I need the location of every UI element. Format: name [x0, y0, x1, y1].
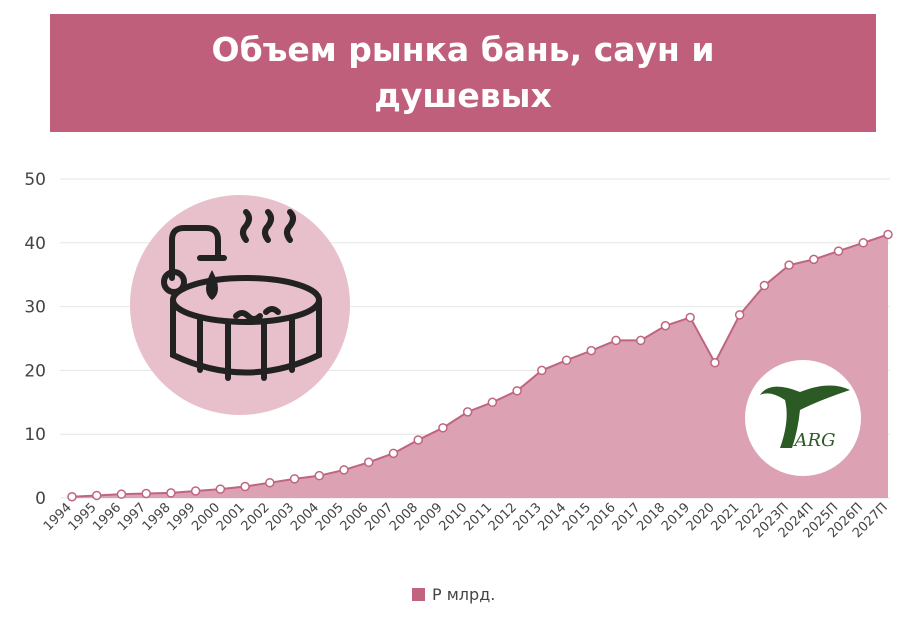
- marker: [858, 238, 869, 248]
- marker: [240, 481, 250, 492]
- marker: [265, 477, 275, 488]
- line: [71, 233, 889, 498]
- chart-title: Объем рынка бань, саун и душевых: [211, 30, 715, 115]
- marker: [487, 397, 498, 408]
- legend-label: Р млрд.: [432, 585, 495, 604]
- y-tick-label: 0: [35, 489, 46, 509]
- marker: [91, 490, 102, 501]
- logo-text: ARG: [793, 430, 836, 451]
- marker: [413, 435, 423, 445]
- bath-icon: [130, 195, 350, 415]
- marker: [586, 345, 597, 356]
- marker: [67, 491, 77, 502]
- marker: [685, 312, 695, 323]
- marker: [116, 489, 127, 499]
- marker: [759, 280, 770, 291]
- y-tick-label: 10: [24, 425, 46, 445]
- marker: [289, 474, 300, 484]
- marker: [809, 254, 819, 265]
- marker: [339, 465, 349, 475]
- marker: [734, 310, 745, 320]
- y-tick-label: 40: [24, 234, 46, 254]
- legend-swatch: [412, 588, 425, 601]
- marker: [190, 486, 201, 496]
- marker: [635, 335, 646, 346]
- marker: [314, 470, 325, 481]
- marker: [611, 335, 621, 346]
- title-banner: Объем рынка бань, саун и душевых: [50, 14, 876, 132]
- marker: [141, 488, 151, 499]
- marker: [833, 246, 844, 256]
- marker: [512, 386, 522, 396]
- marker: [660, 320, 671, 331]
- y-tick-label: 30: [24, 298, 46, 318]
- y-tick-label: 50: [24, 170, 46, 190]
- marker: [561, 355, 572, 365]
- marker: [438, 423, 448, 433]
- marker: [537, 365, 547, 376]
- marker: [215, 484, 226, 494]
- marker: [388, 448, 399, 459]
- marker: [883, 229, 893, 240]
- marker: [784, 260, 794, 270]
- marker: [363, 457, 374, 468]
- marker: [166, 488, 176, 498]
- marker: [710, 357, 720, 368]
- marker: [462, 407, 473, 417]
- area: [72, 234, 888, 499]
- logo: ARG: [745, 360, 861, 476]
- y-tick-label: 20: [24, 361, 46, 381]
